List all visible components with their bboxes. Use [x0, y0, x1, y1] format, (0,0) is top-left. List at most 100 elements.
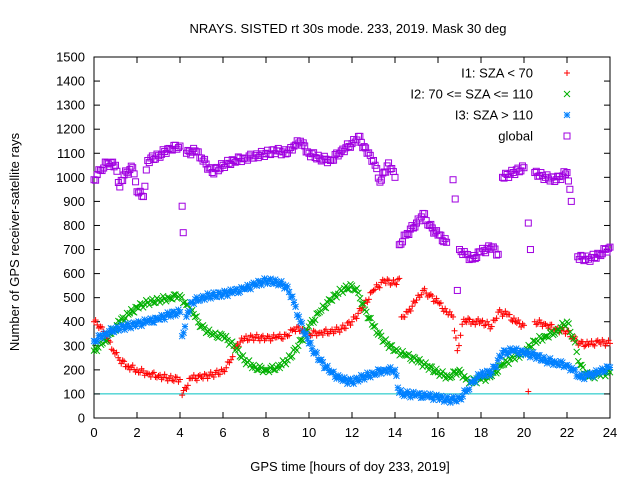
data-point-fill — [581, 343, 588, 350]
data-point-fill — [266, 333, 273, 340]
data-point — [395, 389, 403, 397]
data-point-fill — [441, 235, 449, 243]
data-point — [96, 166, 104, 174]
data-point-fill — [93, 347, 101, 355]
data-point — [262, 277, 270, 285]
data-point — [166, 375, 173, 382]
data-point — [413, 297, 420, 304]
data-point-fill — [388, 341, 396, 349]
data-point-fill — [190, 372, 197, 379]
data-point — [290, 325, 297, 332]
data-point-fill — [485, 321, 492, 328]
data-point — [469, 378, 476, 386]
data-point-fill — [127, 162, 135, 170]
data-point — [531, 169, 539, 177]
data-point — [526, 246, 534, 254]
data-point-fill — [472, 321, 479, 328]
data-point — [112, 325, 119, 333]
data-point-fill — [223, 364, 230, 371]
data-point — [230, 156, 238, 164]
data-point — [251, 281, 259, 288]
data-point-fill — [183, 385, 190, 392]
data-point — [116, 183, 124, 191]
data-point-fill — [451, 327, 458, 334]
data-point — [542, 321, 549, 328]
data-point-fill — [322, 326, 329, 333]
data-point-fill — [350, 286, 357, 294]
data-point — [606, 243, 614, 251]
data-point — [297, 318, 304, 326]
data-point — [208, 291, 216, 299]
data-point — [391, 173, 399, 181]
y-tick-label: 800 — [63, 218, 85, 233]
data-point — [273, 364, 281, 371]
data-point — [91, 318, 97, 325]
data-point-fill — [193, 313, 201, 320]
data-point — [348, 282, 356, 289]
data-point-fill — [228, 338, 236, 346]
data-point-fill — [269, 335, 276, 342]
data-point — [252, 334, 259, 341]
data-point-fill — [561, 170, 569, 178]
data-point — [521, 322, 527, 329]
data-point — [370, 370, 377, 377]
data-point — [402, 390, 410, 398]
data-point-fill — [493, 363, 500, 371]
data-point-fill — [545, 325, 552, 332]
legend-label-3: I3: SZA > 110 — [455, 108, 533, 123]
y-tick-label: 100 — [63, 386, 85, 401]
data-point-fill — [324, 362, 331, 370]
data-point-fill — [412, 299, 419, 306]
data-point — [144, 156, 152, 164]
series-4 — [90, 132, 614, 294]
data-point — [155, 152, 162, 160]
data-point-fill — [249, 333, 256, 340]
data-point — [296, 137, 304, 145]
data-point — [305, 340, 313, 347]
data-point-fill — [347, 322, 354, 329]
data-point-fill — [312, 328, 319, 335]
data-point-fill — [141, 182, 149, 190]
data-point — [454, 347, 461, 354]
y-tick-label: 400 — [63, 314, 85, 329]
data-point-fill — [367, 314, 374, 322]
data-point — [531, 318, 538, 325]
data-point — [305, 323, 313, 330]
data-point — [176, 291, 184, 299]
data-point-fill — [591, 342, 598, 349]
data-point — [290, 299, 298, 306]
data-point-fill — [184, 382, 191, 389]
data-point — [595, 250, 603, 258]
data-point — [370, 287, 377, 294]
data-point — [419, 209, 427, 217]
data-point-fill — [140, 367, 147, 374]
data-point — [563, 318, 571, 326]
data-point — [520, 349, 528, 357]
data-point — [509, 169, 517, 177]
data-point — [542, 332, 549, 340]
data-point-fill — [163, 374, 170, 381]
data-point — [434, 368, 442, 376]
data-point — [219, 332, 227, 340]
data-point — [443, 309, 450, 316]
data-point-fill — [344, 285, 351, 293]
data-point — [423, 392, 431, 400]
data-point — [273, 334, 280, 341]
data-point — [263, 335, 269, 342]
data-point-fill — [371, 322, 379, 330]
x-axis-label: GPS time [hours of doy 233, 2019] — [250, 459, 449, 474]
data-point — [144, 318, 152, 326]
data-point-fill — [564, 177, 572, 185]
data-point — [595, 368, 603, 376]
data-point-fill — [356, 294, 364, 302]
data-point-fill — [597, 252, 605, 260]
data-point-fill — [313, 349, 321, 357]
data-point — [348, 378, 356, 386]
data-point-fill — [476, 320, 483, 327]
data-point — [567, 197, 575, 205]
data-point-fill — [103, 337, 111, 345]
data-point-fill — [505, 360, 512, 368]
x-tick-label: 6 — [219, 425, 226, 440]
data-point — [445, 373, 453, 381]
